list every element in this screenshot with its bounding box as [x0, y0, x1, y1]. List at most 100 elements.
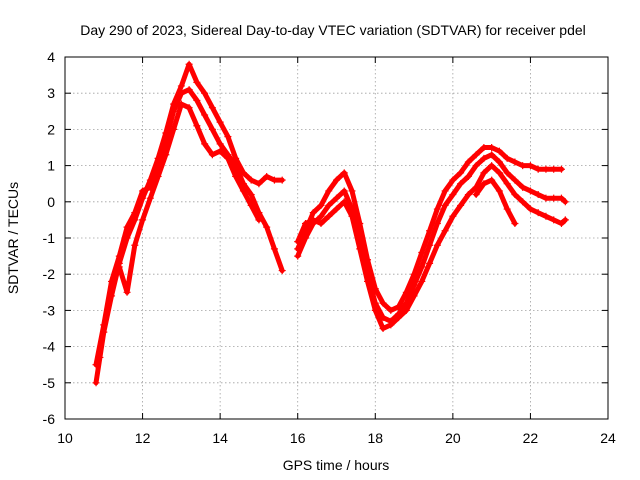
data-point-marker	[325, 201, 333, 209]
y-tick-label: -3	[43, 302, 56, 318]
x-axis-label: GPS time / hours	[283, 457, 390, 473]
data-point-marker	[410, 281, 418, 289]
data-point-marker	[472, 151, 480, 159]
data-point-marker	[387, 321, 395, 329]
data-point-marker	[92, 379, 100, 387]
data-point-marker	[232, 172, 240, 180]
data-point-marker	[488, 144, 496, 151]
data-point-marker	[325, 187, 333, 195]
data-point-marker	[216, 118, 224, 126]
data-point-marker	[550, 165, 558, 173]
data-point-marker	[201, 111, 209, 119]
y-tick-label: -5	[43, 375, 56, 391]
data-point-marker	[154, 172, 162, 180]
data-point-marker	[526, 205, 534, 213]
data-point-marker	[208, 125, 216, 133]
data-point-marker	[464, 191, 472, 199]
data-point-marker	[457, 169, 465, 177]
data-point-marker	[139, 216, 147, 224]
data-point-marker	[216, 147, 224, 155]
data-point-marker	[247, 176, 255, 184]
data-point-marker	[449, 176, 457, 184]
data-point-marker	[239, 187, 247, 195]
data-point-marker	[503, 180, 511, 188]
data-point-marker	[170, 125, 178, 133]
data-point-marker	[263, 172, 271, 180]
y-tick-label: 0	[47, 194, 55, 210]
data-point-marker	[395, 314, 403, 322]
data-point-marker	[488, 176, 496, 184]
data-point-marker	[402, 306, 410, 314]
data-point-marker	[333, 205, 340, 213]
data-point-marker	[480, 154, 488, 162]
data-point-marker	[340, 187, 348, 195]
data-point-marker	[387, 306, 395, 314]
data-point-marker	[503, 169, 511, 177]
data-point-marker	[557, 165, 565, 173]
data-point-marker	[108, 277, 116, 285]
data-point-marker	[464, 172, 472, 180]
x-tick-label: 24	[600, 430, 616, 446]
data-point-marker	[441, 201, 449, 209]
data-point-marker	[325, 212, 333, 220]
data-point-marker	[433, 205, 441, 213]
data-point-marker	[170, 107, 178, 115]
data-point-marker	[348, 187, 356, 195]
data-point-marker	[309, 216, 317, 224]
data-point-marker	[185, 86, 193, 94]
y-tick-label: 3	[47, 85, 55, 101]
y-tick-label: -2	[43, 266, 56, 282]
data-point-marker	[519, 183, 527, 191]
data-point-marker	[340, 198, 348, 206]
data-point-marker	[561, 198, 569, 206]
data-point-marker	[255, 180, 263, 188]
data-point-marker	[503, 205, 511, 213]
y-tick-label: -4	[43, 339, 56, 355]
data-point-marker	[418, 277, 426, 285]
data-point-marker	[433, 241, 441, 249]
data-point-marker	[550, 216, 558, 224]
data-point-marker	[115, 252, 123, 260]
data-point-marker	[263, 223, 271, 231]
data-point-marker	[519, 198, 527, 206]
data-point-marker	[247, 201, 255, 209]
data-point-marker	[340, 169, 348, 177]
data-point-marker	[123, 288, 131, 296]
data-point-marker	[495, 169, 503, 177]
series-trace	[473, 177, 518, 226]
data-point-marker	[441, 227, 449, 235]
data-point-marker	[519, 162, 527, 170]
data-point-marker	[201, 140, 209, 148]
data-point-marker	[511, 191, 519, 199]
data-point-marker	[464, 158, 472, 166]
x-tick-label: 18	[367, 430, 383, 446]
data-point-marker	[526, 162, 534, 170]
data-point-marker	[426, 259, 434, 267]
data-point-marker	[480, 180, 488, 188]
data-point-marker	[255, 216, 263, 224]
data-point-marker	[542, 165, 550, 173]
data-point-marker	[333, 194, 340, 202]
data-point-marker	[495, 147, 503, 155]
data-point-marker	[550, 194, 558, 202]
data-point-marker	[201, 89, 209, 97]
data-point-marker	[356, 245, 364, 253]
data-point-marker	[177, 89, 185, 97]
data-point-marker	[534, 209, 542, 217]
y-tick-label: 4	[47, 49, 55, 65]
data-point-marker	[208, 151, 216, 159]
data-point-marker	[511, 220, 519, 228]
data-point-marker	[472, 191, 480, 199]
x-tick-label: 22	[523, 430, 539, 446]
data-point-marker	[371, 306, 379, 314]
data-point-marker	[449, 212, 457, 220]
data-point-marker	[503, 154, 511, 162]
data-point-marker	[480, 169, 488, 177]
data-point-marker	[480, 144, 488, 151]
series-pass-c	[115, 100, 263, 296]
data-point-marker	[309, 209, 317, 217]
data-point-marker	[115, 263, 123, 271]
data-point-marker	[162, 151, 170, 159]
